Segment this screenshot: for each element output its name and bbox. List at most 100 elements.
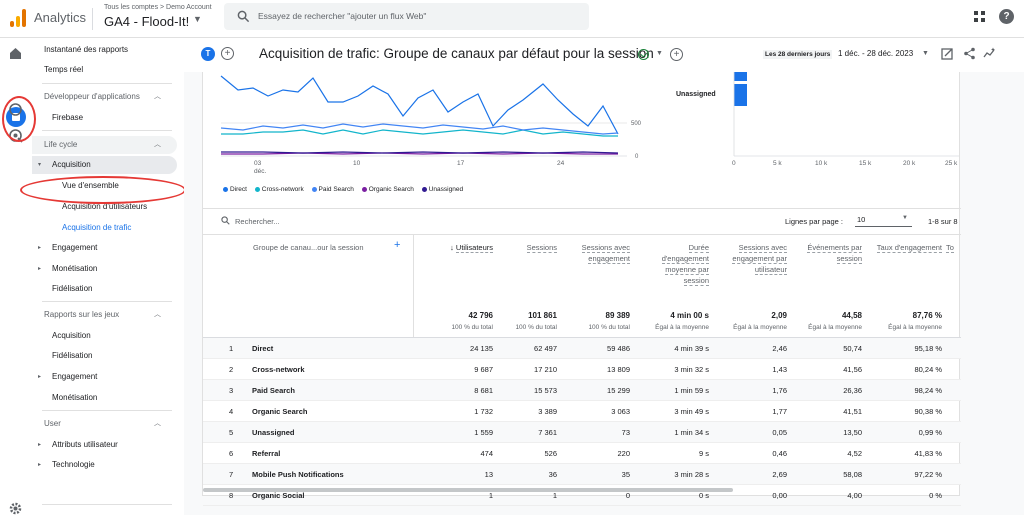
row-index: 4	[229, 407, 234, 416]
chevron-up-icon[interactable]: ︿	[154, 141, 161, 148]
sidebar-item-acquisition-utilisateurs[interactable]: Acquisition d'utilisateurs	[32, 198, 177, 216]
edit-report-icon[interactable]	[941, 47, 954, 60]
report-card: 500 0 03 déc. 10 17 24 Unassigned	[202, 72, 961, 506]
sidebar-item-instantane[interactable]: Instantané des rapports	[32, 41, 177, 59]
comparison-avatar[interactable]: T	[201, 47, 215, 61]
row-channel-name[interactable]: Mobile Push Notifications	[252, 470, 344, 479]
rows-per-page-value: 10	[857, 215, 866, 224]
sidebar-section-user[interactable]: User ︿	[32, 415, 177, 433]
sidebar-section-life-cycle[interactable]: Life cycle ︿	[32, 136, 177, 154]
check-circle-icon[interactable]	[638, 49, 649, 60]
legend-item-unassigned[interactable]: Unassigned	[421, 186, 463, 193]
column-header-truncated[interactable]: To	[946, 242, 959, 253]
table-cell: 13	[484, 470, 493, 479]
table-cell: 58,08	[843, 470, 862, 479]
dimension-header[interactable]: Groupe de canau...our la session	[253, 243, 364, 252]
row-channel-name[interactable]: Referral	[252, 449, 281, 458]
row-channel-name[interactable]: Direct	[252, 344, 274, 353]
legend-item-organic-search[interactable]: Organic Search	[361, 186, 414, 193]
bar-category-label: Unassigned	[676, 91, 716, 98]
sidebar-item-jeux-engagement[interactable]: ▸ Engagement	[32, 368, 177, 386]
add-dimension-icon[interactable]: +	[394, 239, 401, 251]
column-header-sessions-engagement[interactable]: Sessions avec engagement	[575, 242, 630, 264]
chevron-up-icon[interactable]: ︿	[154, 93, 161, 100]
chevron-down-icon[interactable]: ▼	[922, 50, 929, 57]
sidebar-item-jeux-acquisition[interactable]: Acquisition	[32, 327, 177, 345]
property-selector[interactable]: GA4 - Flood-It!	[104, 14, 190, 29]
divider	[92, 8, 93, 30]
column-header-sessions-par-utilisateur[interactable]: Sessions avec engagement par utilisateur	[725, 242, 787, 275]
table-header: Groupe de canau...our la session + ↓ Uti…	[203, 234, 961, 339]
search-input[interactable]: Essayez de rechercher "ajouter un flux W…	[258, 11, 427, 21]
sidebar-item-acquisition[interactable]: ▾ Acquisition	[32, 156, 177, 174]
row-channel-name[interactable]: Cross-network	[252, 365, 305, 374]
analytics-logo-icon[interactable]	[10, 9, 26, 27]
sidebar-section-jeux[interactable]: Rapports sur les jeux ︿	[32, 306, 177, 324]
legend-label: Organic Search	[368, 186, 414, 193]
legend-item-cross-network[interactable]: Cross-network	[254, 186, 304, 193]
sidebar-item-acquisition-trafic[interactable]: Acquisition de trafic	[32, 219, 177, 237]
column-header-duree-engagement[interactable]: Durée d'engagement moyenne par session	[651, 242, 709, 286]
scrollbar-thumb[interactable]	[203, 488, 733, 492]
table-row[interactable]: 2 Cross-network 9 687 17 210 13 809 3 min 32 …	[203, 359, 961, 380]
row-channel-name[interactable]: Organic Social	[252, 491, 305, 500]
sidebar-item-fidelisation[interactable]: Fidélisation	[32, 280, 177, 298]
main-content: T + Acquisition de trafic: Groupe de can…	[184, 38, 1024, 515]
legend-item-paid-search[interactable]: Paid Search	[311, 186, 354, 193]
sidebar-item-monetisation[interactable]: ▸ Monétisation	[32, 260, 177, 278]
table-row[interactable]: 6 Referral 474 526 220 9 s 0,46 4,52 41,83 %	[203, 443, 961, 464]
share-icon[interactable]	[963, 47, 976, 60]
chevron-up-icon[interactable]: ︿	[154, 311, 161, 318]
sidebar-item-technologie[interactable]: ▸ Technologie	[32, 456, 177, 474]
table-row[interactable]: 5 Unassigned 1 559 7 361 73 1 min 34 s 0,05 13,…	[203, 422, 961, 443]
divider	[203, 208, 961, 209]
apps-grid-icon[interactable]	[974, 11, 986, 23]
sidebar-item-attributs[interactable]: ▸ Attributs utilisateur	[32, 436, 177, 454]
row-index: 3	[229, 386, 234, 395]
account-breadcrumb[interactable]: Tous les comptes > Demo Account	[104, 4, 212, 11]
table-row[interactable]: 7 Mobile Push Notifications 13 36 35 3 min 28…	[203, 464, 961, 485]
sidebar-item-temps-reel[interactable]: Temps réel	[32, 61, 177, 79]
row-channel-name[interactable]: Organic Search	[252, 407, 308, 416]
divider	[42, 504, 172, 505]
horizontal-scrollbar[interactable]	[202, 487, 960, 493]
home-icon[interactable]	[8, 46, 23, 61]
date-range[interactable]: 1 déc. - 28 déc. 2023	[838, 49, 914, 58]
table-cell: 4,52	[847, 449, 862, 458]
table-cell: 1 732	[474, 407, 493, 416]
column-header-evenements-session[interactable]: Événements par session	[796, 242, 862, 264]
rows-per-page-select[interactable]: 10 ▼	[855, 215, 912, 227]
bar-chart: Unassigned 0 5 k 10 k 15 k 20 k 25 k	[676, 72, 959, 167]
legend-item-direct[interactable]: Direct	[223, 186, 247, 193]
add-icon[interactable]: +	[670, 48, 683, 61]
sidebar-item-engagement[interactable]: ▸ Engagement	[32, 239, 177, 257]
column-header-utilisateurs[interactable]: ↓ Utilisateurs	[450, 243, 493, 253]
row-channel-name[interactable]: Paid Search	[252, 386, 295, 395]
add-comparison-icon[interactable]: +	[221, 47, 234, 60]
table-cell: 0 %	[929, 491, 942, 500]
chevron-down-icon[interactable]: ▼	[656, 50, 663, 57]
table-row[interactable]: 3 Paid Search 8 681 15 573 15 299 1 min 59 s 1…	[203, 380, 961, 401]
table-cell: 9 687	[474, 365, 493, 374]
help-icon[interactable]: ?	[999, 9, 1014, 24]
table-row[interactable]: 8 Organic Social 1 1 0 0 s 0,00 4,00 0 %	[203, 485, 961, 506]
table-row[interactable]: 4 Organic Search 1 732 3 389 3 063 3 min 49 s…	[203, 401, 961, 422]
table-row[interactable]: 1 Direct 24 135 62 497 59 486 4 min 39 s 2,46 5…	[203, 338, 961, 359]
settings-gear-icon[interactable]	[8, 501, 23, 515]
column-header-sessions[interactable]: Sessions	[493, 242, 557, 253]
table-search-input[interactable]: Rechercher...	[235, 217, 280, 226]
row-channel-name[interactable]: Unassigned	[252, 428, 295, 437]
sidebar-section-dev-apps[interactable]: Développeur d'applications ︿	[32, 88, 177, 106]
column-header-taux-engagement[interactable]: Taux d'engagement	[876, 242, 942, 253]
insights-icon[interactable]	[983, 47, 996, 60]
sidebar-item-firebase[interactable]: Firebase	[32, 109, 177, 127]
sidebar-item-jeux-fidelisation[interactable]: Fidélisation	[32, 347, 177, 365]
date-preset-label[interactable]: Les 28 derniers jours	[763, 50, 833, 59]
chevron-up-icon[interactable]: ︿	[154, 420, 161, 427]
x-tick-label: 24	[557, 160, 565, 167]
chevron-down-icon[interactable]: ▼	[193, 14, 202, 24]
sidebar-item-jeux-monetisation[interactable]: Monétisation	[32, 389, 177, 407]
search-bar[interactable]: Essayez de rechercher "ajouter un flux W…	[224, 3, 589, 30]
x-tick-label: 5 k	[773, 160, 782, 167]
sidebar-item-label: Acquisition	[52, 160, 91, 169]
